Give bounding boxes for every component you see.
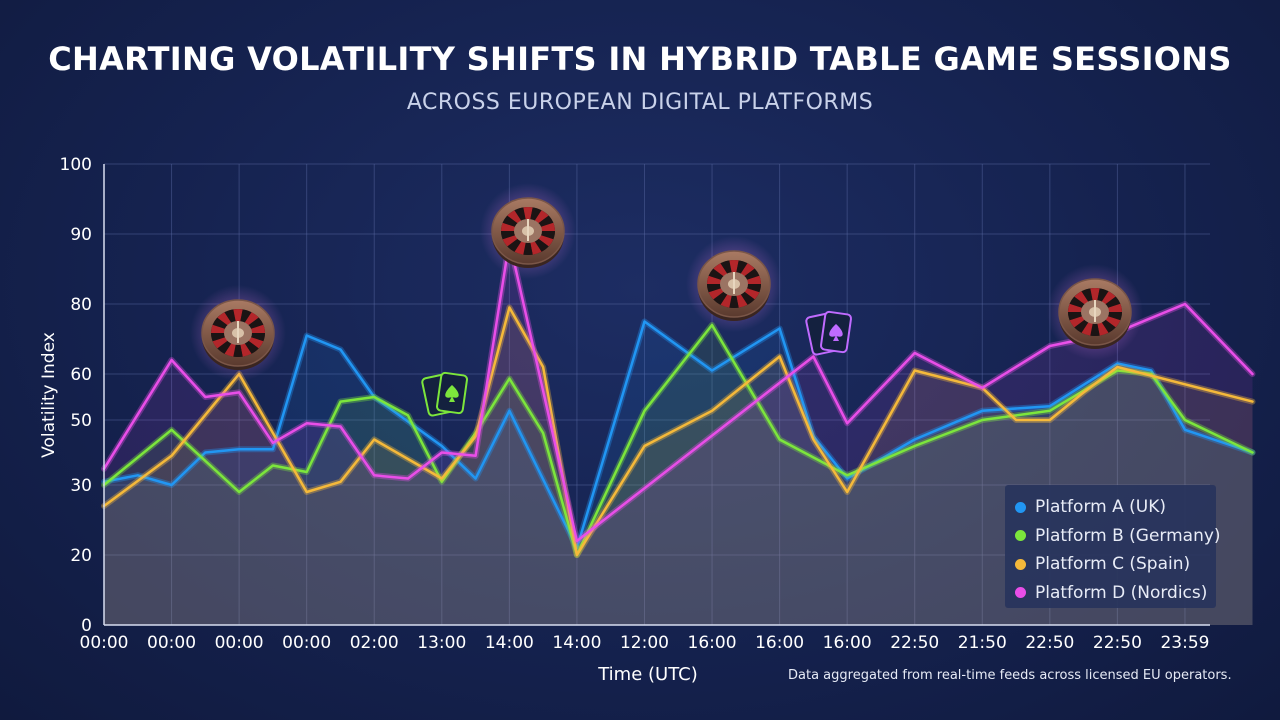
legend-label-platform-d: Platform D (Nordics) [1035,582,1208,603]
y-tick-label: 20 [70,546,92,566]
x-tick-label: 14:00 [552,633,601,653]
legend-swatch-platform-a [1015,501,1026,513]
x-tick-label: 00:00 [215,633,264,653]
y-tick-label: 50 [70,411,92,431]
legend-swatch-platform-d [1015,587,1026,599]
roulette-wheel-icon [1047,264,1143,360]
x-tick-label: 02:00 [350,633,399,653]
y-tick-label: 60 [70,365,92,385]
x-tick-label: 22:50 [1093,633,1142,653]
roulette-wheel-icon [190,285,286,381]
series-line-3 [102,306,1254,557]
x-tick-label: 23:59 [1160,633,1209,653]
roulette-wheel-icon [480,183,576,279]
roulette-wheel-icon [686,236,782,332]
series-area-1 [104,321,1253,625]
series-line-4 [102,239,1254,543]
x-tick-label: 00:00 [147,633,196,653]
legend-label-platform-a: Platform A (UK) [1035,497,1166,518]
decorations [190,183,1143,417]
legend: Platform A (UK) Platform B (Germany) Pla… [1005,485,1221,608]
x-tick-label: 21:50 [958,633,1007,653]
x-tick-label: 16:00 [823,633,872,653]
chart-subtitle: ACROSS EUROPEAN DIGITAL PLATFORMS [406,90,874,115]
axes [103,164,1210,626]
legend-swatch-platform-b [1015,530,1026,542]
data-source-note: Data aggregated from real-time feeds acr… [788,668,1232,683]
series-lines [101,238,1256,558]
series-area-3 [104,307,1253,625]
legend-item-platform-a: Platform A (UK) [1015,493,1216,522]
legend-swatch-platform-c [1015,558,1026,570]
chart-title: CHARTING VOLATILITY SHIFTS IN HYBRID TAB… [48,40,1232,78]
legend-label-platform-b: Platform B (Germany) [1035,525,1221,546]
legend-item-platform-c: Platform C (Spain) [1015,550,1216,579]
y-tick-label: 100 [60,155,92,175]
x-tick-label: 14:00 [485,633,534,653]
x-tick-label: 00:00 [80,633,129,653]
x-tick-label: 16:00 [755,633,804,653]
legend-item-platform-b: Platform B (Germany) [1015,522,1221,551]
y-tick-labels: 0 20 30 50 60 80 90 100 [60,155,92,636]
x-tick-label: 22:50 [890,633,939,653]
legend-item-platform-d: Platform D (Nordics) [1015,579,1216,608]
area-fills [104,241,1253,625]
legend-label-platform-c: Platform C (Spain) [1035,554,1191,575]
series-area-2 [104,325,1253,625]
x-tick-label: 13:00 [417,633,466,653]
x-tick-labels: 00:00 00:00 00:00 00:00 02:00 13:00 14:00 14:00… [80,633,1210,653]
y-tick-label: 30 [70,476,92,496]
y-tick-label: 90 [70,225,92,245]
x-tick-label: 00:00 [282,633,331,653]
series-area-4 [104,241,1253,625]
y-tick-label: 80 [70,295,92,315]
series-line-2 [102,323,1254,557]
playing-cards-icon [421,371,469,417]
y-tick-label: 0 [81,616,92,636]
x-tick-label: 12:00 [620,633,669,653]
y-axis-label: Volatility Index [39,332,59,458]
x-tick-label: 22:50 [1025,633,1074,653]
playing-cards-icon [805,310,853,356]
x-axis-label: Time (UTC) [597,664,698,685]
x-tick-label: 16:00 [688,633,737,653]
